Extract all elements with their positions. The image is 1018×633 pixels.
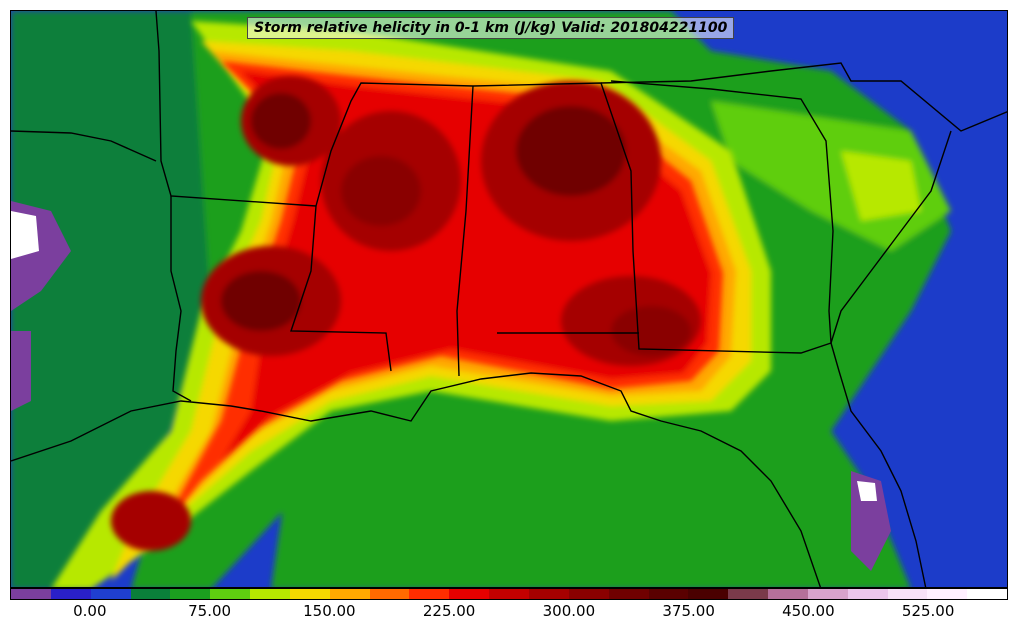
colorbar-segment (250, 589, 290, 599)
colorbar-segment (329, 589, 370, 599)
map-title: Storm relative helicity in 0-1 km (J/kg)… (247, 17, 735, 39)
colorbar-segment (807, 589, 848, 599)
colorbar-segment (170, 589, 211, 599)
colorbar-tick-label: 450.00 (782, 602, 835, 620)
helicity-map (11, 11, 1007, 587)
colorbar (10, 588, 1008, 600)
colorbar-segment (50, 589, 91, 599)
colorbar-segment (967, 589, 1008, 599)
colorbar-segment (847, 589, 888, 599)
colorbar-tick-label: 375.00 (662, 602, 715, 620)
colorbar-segment (11, 589, 51, 599)
colorbar-tick-label: 300.00 (542, 602, 596, 620)
colorbar-segment (688, 589, 729, 599)
contour-fill-purple (11, 201, 891, 571)
colorbar-tick-label: 75.00 (188, 602, 232, 620)
colorbar-segment (210, 589, 251, 599)
colorbar-segment (449, 589, 490, 599)
colorbar-segment (648, 589, 689, 599)
colorbar-segment (409, 589, 450, 599)
colorbar-tick-label: 0.00 (73, 602, 107, 620)
contour-fill-darkred (111, 76, 701, 551)
colorbar-segment (768, 589, 808, 599)
map-frame: Storm relative helicity in 0-1 km (J/kg)… (10, 10, 1008, 588)
colorbar-segment (887, 589, 928, 599)
political-boundaries (11, 11, 1007, 587)
colorbar-tick-label: 150.00 (303, 602, 356, 620)
colorbar-segment (489, 589, 529, 599)
colorbar-segment (90, 589, 131, 599)
colorbar-segment (568, 589, 609, 599)
colorbar-segment (608, 589, 649, 599)
colorbar-tick-labels: 0.00 75.00 150.00 225.00 300.00 375.00 450.00 5… (10, 602, 1008, 626)
colorbar-segment (927, 589, 968, 599)
colorbar-tick-label: 525.00 (901, 602, 955, 620)
colorbar-segment (369, 589, 410, 599)
colorbar-segment (289, 589, 330, 599)
colorbar-segment (728, 589, 769, 599)
colorbar-segment (528, 589, 569, 599)
colorbar-segment (130, 589, 171, 599)
colorbar-tick-label: 225.00 (422, 602, 476, 620)
